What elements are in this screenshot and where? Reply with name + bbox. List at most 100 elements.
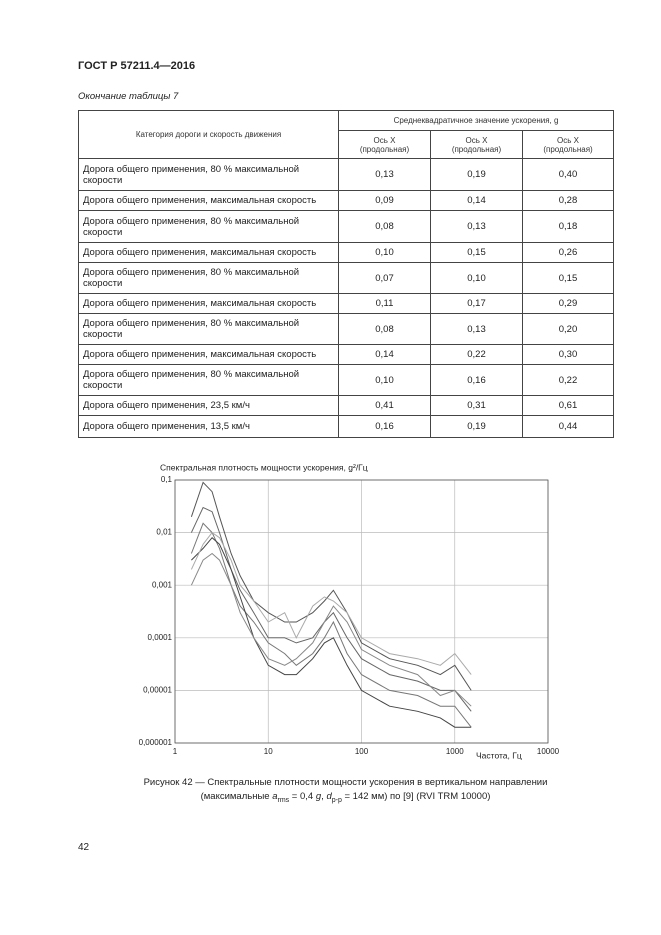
table-row: Дорога общего применения, 80 % максималь…: [78, 313, 615, 345]
x-axis-label: Частота, Гц: [476, 750, 522, 760]
caption-part: d: [326, 791, 332, 802]
value-cell: 0,20: [521, 313, 615, 345]
column-header: Ось X (продольная): [430, 130, 523, 159]
caption-part: a: [272, 791, 278, 802]
value-cell: 0,22: [430, 344, 523, 365]
x-tick-label: 10: [264, 747, 273, 756]
label-cell: Дорога общего применения, максимальная с…: [78, 242, 339, 263]
table-row: Дорога общего применения, 13,5 км/ч 0,16 0…: [78, 415, 615, 438]
label-cell: Дорога общего применения, 80 % максималь…: [78, 210, 339, 243]
caption-line: Рисунок 42 — Спектральные плотности мощн…: [143, 777, 548, 788]
caption-part: ,: [321, 791, 327, 802]
series-line: [190, 506, 472, 712]
value-cell: 0,11: [338, 293, 431, 314]
value-cell: 0,15: [521, 262, 615, 294]
series-line: [190, 531, 472, 675]
value-cell: 0,61: [521, 395, 615, 416]
value-cell: 0,14: [430, 190, 523, 211]
value-cell: 0,41: [338, 395, 431, 416]
table-row: Дорога общего применения, максимальная с…: [78, 190, 615, 211]
x-tick-label: 1: [173, 747, 178, 756]
value-cell: 0,08: [338, 210, 431, 243]
value-cell: 0,13: [338, 158, 431, 191]
y-tick-label: 0,0001: [148, 633, 173, 642]
table-row: Дорога общего применения, 80 % максималь…: [78, 158, 615, 191]
y-axis-label: Спектральная плотность мощности ускорени…: [160, 462, 368, 472]
column-header-line: (продольная): [359, 144, 410, 154]
plot-frame: [174, 479, 549, 744]
chart: Спектральная плотность мощности ускорени…: [139, 462, 560, 760]
value-cell: 0,15: [430, 242, 523, 263]
label-cell: Дорога общего применения, 80 % максималь…: [78, 158, 339, 191]
caption-part: = 0,4: [289, 791, 316, 802]
value-cell: 0,19: [430, 158, 523, 191]
x-tick-label: 10000: [537, 747, 560, 756]
value-cell: 0,22: [521, 364, 615, 396]
value-cell: 0,31: [430, 395, 523, 416]
caption-part: = 142 мм) по [9] (RVI TRM 10000): [341, 791, 491, 802]
caption-part: rms: [277, 796, 290, 804]
caption-line: (максимальные arms = 0,4 g, dp-p = 142 м…: [78, 790, 613, 808]
y-tick-label: 0,000001: [139, 738, 173, 747]
document-title: ГОСТ Р 57211.4—2016: [78, 60, 196, 72]
caption-part: p-p: [331, 796, 342, 804]
label-cell: Дорога общего применения, максимальная с…: [78, 344, 339, 365]
data-table: Категория дороги и скорость движения Сре…: [78, 110, 615, 438]
column-header-line: Ось X: [557, 135, 579, 145]
value-cell: 0,08: [338, 313, 431, 345]
x-tick-label: 1000: [446, 747, 464, 756]
series-line: [190, 522, 472, 728]
table-row: Дорога общего применения, максимальная с…: [78, 344, 615, 365]
page-number: 42: [78, 842, 90, 853]
column-header-line: Ось X: [465, 135, 488, 145]
value-cell: 0,30: [521, 344, 615, 365]
table-row: Дорога общего применения, максимальная с…: [78, 293, 615, 314]
value-cell: 0,26: [521, 242, 615, 263]
table-row: Дорога общего применения, 80 % максималь…: [78, 364, 615, 396]
column-header-line: (продольная): [451, 144, 502, 154]
table-caption: Окончание таблицы 7: [78, 91, 179, 102]
value-cell: 0,10: [338, 242, 431, 263]
value-cell: 0,14: [338, 344, 431, 365]
series-line: [191, 536, 472, 728]
y-tick-label: 0,01: [156, 528, 172, 537]
value-cell: 0,16: [430, 364, 523, 396]
series-line: [190, 481, 472, 691]
value-cell: 0,18: [521, 210, 615, 243]
label-cell: Дорога общего применения, максимальная с…: [78, 293, 339, 314]
value-cell: 0,13: [430, 313, 523, 345]
table-row: Дорога общего применения, максимальная с…: [78, 242, 615, 263]
value-cell: 0,10: [430, 262, 523, 294]
column-header: Ось X (продольная): [338, 130, 431, 159]
y-tick-label: 0,1: [161, 475, 173, 484]
category-header: Категория дороги и скорость движения: [78, 110, 339, 159]
value-cell: 0,17: [430, 293, 523, 314]
column-header: Ось X (продольная): [521, 130, 615, 159]
table-row: Дорога общего применения, 80 % максималь…: [78, 210, 615, 243]
caption-part: g: [315, 791, 322, 802]
column-header-line: (продольная): [543, 144, 593, 154]
value-cell: 0,44: [521, 415, 615, 438]
table-row: Дорога общего применения, 80 % максималь…: [78, 262, 615, 294]
caption-part: (максимальные: [200, 791, 273, 802]
value-cell: 0,29: [521, 293, 615, 314]
table-row: Дорога общего применения, 23,5 км/ч 0,41 0…: [78, 395, 615, 416]
x-tick-label: 100: [355, 747, 369, 756]
group-header: Среднеквадратичное значение ускорения, g: [337, 110, 615, 131]
figure-caption: Рисунок 42 — Спектральные плотности мощн…: [78, 776, 613, 808]
y-tick-label: 0,001: [152, 580, 173, 589]
value-cell: 0,09: [338, 190, 431, 211]
label-cell: Дорога общего применения, 80 % максималь…: [78, 313, 339, 345]
value-cell: 0,19: [430, 415, 523, 438]
label-cell: Дорога общего применения, максимальная с…: [78, 190, 339, 211]
value-cell: 0,10: [338, 364, 431, 396]
value-cell: 0,40: [521, 158, 615, 191]
value-cell: 0,13: [430, 210, 523, 243]
label-cell: Дорога общего применения, 13,5 км/ч: [78, 415, 339, 438]
value-cell: 0,28: [521, 190, 615, 211]
value-cell: 0,16: [338, 415, 431, 438]
series-line: [190, 552, 472, 707]
column-header-line: Ось X: [373, 135, 396, 145]
label-cell: Дорога общего применения, 80 % максималь…: [78, 262, 339, 294]
